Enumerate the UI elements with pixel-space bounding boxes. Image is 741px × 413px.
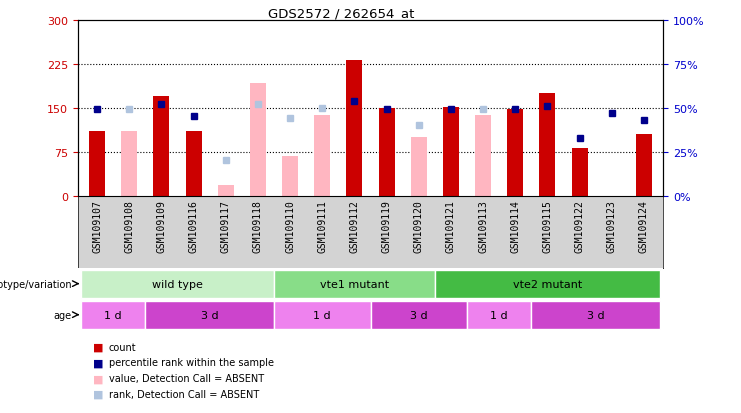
Text: 1 d: 1 d [104,310,122,320]
Text: GSM109120: GSM109120 [413,200,424,252]
Text: rank, Detection Call = ABSENT: rank, Detection Call = ABSENT [109,389,259,399]
Text: GSM109122: GSM109122 [574,200,585,252]
Bar [153,97,170,196]
Bar [467,301,531,329]
Text: GSM109109: GSM109109 [156,200,167,252]
Text: ■: ■ [93,358,103,368]
Bar [346,60,362,196]
Text: 3 d: 3 d [201,310,219,320]
Text: value, Detection Call = ABSENT: value, Detection Call = ABSENT [109,373,264,383]
Bar [282,157,298,196]
Text: age: age [54,310,72,320]
Text: GSM109124: GSM109124 [639,200,649,252]
Text: GSM109121: GSM109121 [446,200,456,252]
Title: GDS2572 / 262654_at: GDS2572 / 262654_at [268,7,414,19]
Text: ■: ■ [93,389,103,399]
Bar [379,108,395,196]
Text: GSM109118: GSM109118 [253,200,263,252]
Text: 1 d: 1 d [491,310,508,320]
Text: GSM109123: GSM109123 [607,200,617,252]
Text: wild type: wild type [152,279,203,289]
Text: ■: ■ [93,342,103,352]
Bar [185,132,202,196]
Text: genotype/variation: genotype/variation [0,279,72,289]
Text: GSM109111: GSM109111 [317,200,328,252]
Bar [636,135,652,196]
Bar [122,132,137,196]
Bar [411,138,427,196]
Bar [145,301,274,329]
Bar [218,186,234,196]
Bar [475,116,491,196]
Bar [531,301,660,329]
Text: 3 d: 3 d [410,310,428,320]
Bar [274,270,435,298]
Bar [314,116,330,196]
Text: 1 d: 1 d [313,310,331,320]
Bar [435,270,660,298]
Bar [89,132,105,196]
Text: GSM109112: GSM109112 [350,200,359,252]
Text: GSM109116: GSM109116 [189,200,199,252]
Bar [507,110,523,196]
Bar [443,107,459,196]
Text: GSM109107: GSM109107 [92,200,102,252]
Text: GSM109119: GSM109119 [382,200,391,252]
Text: vte2 mutant: vte2 mutant [513,279,582,289]
Text: GSM109114: GSM109114 [511,200,520,252]
Text: vte1 mutant: vte1 mutant [320,279,389,289]
Bar [81,270,274,298]
Text: ■: ■ [93,373,103,383]
Text: percentile rank within the sample: percentile rank within the sample [109,358,274,368]
Text: GSM109108: GSM109108 [124,200,134,252]
Text: GSM109110: GSM109110 [285,200,295,252]
Text: GSM109115: GSM109115 [542,200,552,252]
Text: count: count [109,342,136,352]
Bar [81,301,145,329]
Text: 3 d: 3 d [587,310,605,320]
Bar [250,84,266,196]
Text: GSM109113: GSM109113 [478,200,488,252]
Bar [370,301,467,329]
Bar [274,301,370,329]
Bar [571,148,588,196]
Bar [539,94,556,196]
Text: GSM109117: GSM109117 [221,200,230,252]
